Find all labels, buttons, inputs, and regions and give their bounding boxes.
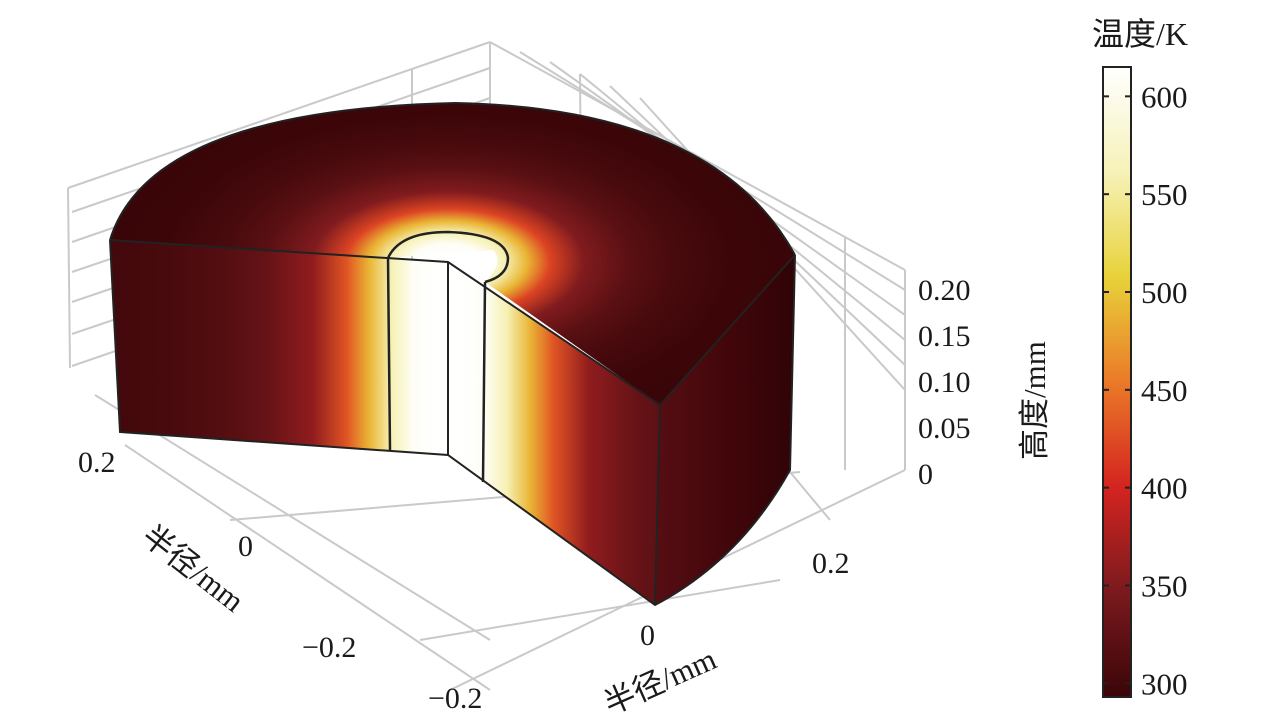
grid-line — [67, 187, 71, 369]
colorbar-title: 温度/K — [1092, 16, 1188, 52]
colorbar-tick-label: 300 — [1141, 666, 1188, 701]
colorbar-tick-label: 450 — [1141, 373, 1188, 408]
z-tick-label: 0.15 — [918, 320, 971, 353]
grid-line — [124, 444, 491, 691]
boundary-line-right — [481, 281, 487, 483]
cut-face-right — [448, 262, 660, 605]
cylinder-solid — [109, 101, 796, 607]
x-tick-label: 0 — [238, 530, 253, 563]
cylinder-outer-surface — [655, 255, 795, 605]
x-axis: 0.2 0 −0.2 −0.2 半径/mm — [78, 446, 482, 715]
z-axis-title: 高度/mm — [1017, 341, 1052, 460]
colorbar-tick-label: 600 — [1141, 79, 1188, 114]
y-tick-label: 0.2 — [812, 547, 850, 580]
grid-line — [419, 579, 781, 641]
z-tick-label: 0.10 — [918, 366, 971, 399]
grid-line — [489, 41, 906, 271]
colorbar-tick-label: 350 — [1141, 568, 1188, 603]
colorbar-ticks: 300 350 400 450 500 550 600 — [1103, 79, 1188, 701]
x-tick-label: −0.2 — [428, 682, 482, 715]
z-axis: 0 0.05 0.10 0.15 0.20 高度/mm — [918, 274, 1052, 491]
y-axis-title: 半径/mm — [599, 641, 722, 721]
hot-zone-outline — [386, 230, 510, 284]
colorbar-tick-label: 500 — [1141, 275, 1188, 310]
y-tick-label: 0 — [640, 619, 655, 652]
cut-face-left — [110, 240, 448, 455]
cylinder-top-surface — [110, 103, 795, 405]
z-tick-label: 0.20 — [918, 274, 971, 307]
x-tick-label: 0.2 — [78, 446, 116, 479]
grid-line — [67, 41, 491, 189]
x-tick-label: −0.2 — [302, 631, 356, 664]
x-axis-title: 半径/mm — [136, 518, 251, 619]
z-tick-label: 0.05 — [918, 412, 971, 445]
colorbar-tick-label: 400 — [1141, 471, 1188, 506]
colorbar: 温度/K 300 350 400 450 500 550 600 — [1092, 16, 1188, 701]
z-tick-label: 0 — [918, 458, 933, 491]
colorbar-tick-label: 550 — [1141, 177, 1188, 212]
colorbar-gradient — [1102, 66, 1132, 698]
boundary-line-left — [386, 257, 392, 451]
solid-edges — [109, 101, 796, 607]
